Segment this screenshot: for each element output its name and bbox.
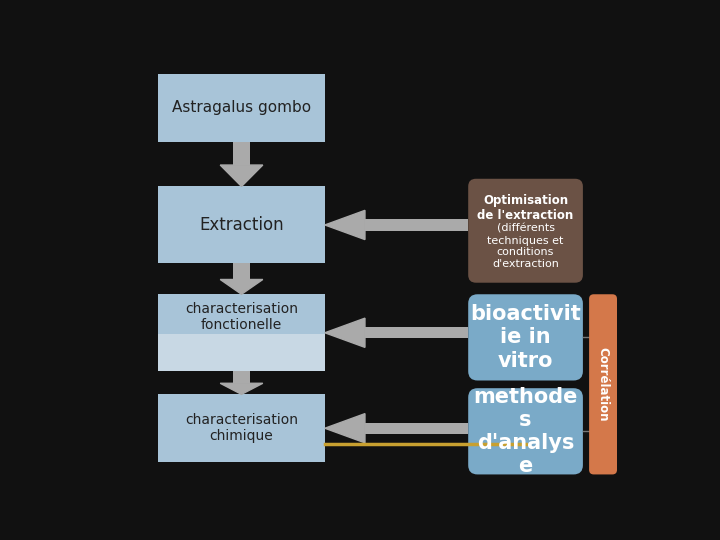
Bar [158, 74, 325, 142]
Bar [365, 327, 468, 339]
Bar [158, 334, 325, 372]
FancyBboxPatch shape [468, 179, 583, 283]
Bar [233, 372, 250, 383]
Polygon shape [325, 318, 365, 347]
Text: Extraction: Extraction [199, 216, 284, 234]
Bar [158, 394, 325, 462]
Polygon shape [325, 211, 365, 240]
Polygon shape [220, 165, 263, 186]
FancyBboxPatch shape [468, 294, 583, 381]
Polygon shape [325, 414, 365, 443]
Text: methode
s
d'analys
e: methode s d'analys e [473, 387, 577, 476]
Text: (différents
techniques et
conditions
d'extraction: (différents techniques et conditions d'e… [487, 224, 564, 269]
Polygon shape [220, 383, 263, 394]
Text: characterisation
chimique: characterisation chimique [185, 413, 298, 443]
Text: Astragalus gombo: Astragalus gombo [172, 100, 311, 116]
Bar [233, 264, 250, 280]
Text: bioactivit
ie in
vitro: bioactivit ie in vitro [470, 304, 581, 370]
Bar [365, 219, 468, 231]
Bar [233, 142, 250, 165]
Bar [365, 423, 468, 434]
Text: Optimisation
de l'extraction: Optimisation de l'extraction [477, 194, 574, 222]
Text: Corrélation: Corrélation [597, 347, 610, 422]
Polygon shape [220, 280, 263, 294]
FancyBboxPatch shape [468, 388, 583, 475]
FancyBboxPatch shape [589, 294, 617, 475]
Bar [158, 186, 325, 264]
Text: characterisation
fonctionelle: characterisation fonctionelle [185, 302, 298, 333]
Bar [158, 294, 325, 372]
